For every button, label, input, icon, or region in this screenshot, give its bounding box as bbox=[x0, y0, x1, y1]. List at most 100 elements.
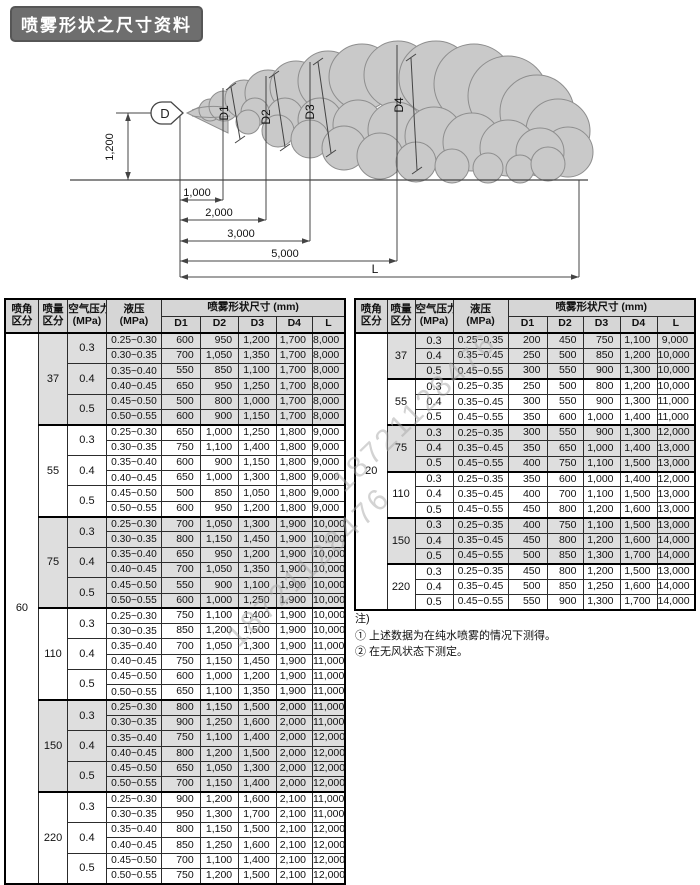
size-cell-d3: 1,450 bbox=[238, 531, 277, 548]
size-cell-d4: 1,700 bbox=[275, 378, 314, 395]
size-cell-d2: 650 bbox=[546, 440, 584, 457]
size-cell-l: 14,000 bbox=[656, 547, 696, 565]
air-pressure-cell: 0.4 bbox=[67, 638, 107, 671]
notes: 注) ① 上述数据为在纯水喷雾的情况下测得。 ② 在无风状态下测定。 bbox=[355, 611, 556, 661]
size-cell-d4: 1,800 bbox=[275, 423, 314, 441]
liquid-pressure-cell: 0.45~0.55 bbox=[452, 409, 509, 426]
liquid-pressure-cell: 0.50~0.55 bbox=[105, 684, 163, 701]
size-cell-d1: 450 bbox=[507, 532, 548, 549]
liquid-pressure-cell: 0.25~0.30 bbox=[105, 423, 163, 441]
size-cell-d4: 1,900 bbox=[275, 531, 314, 548]
air-pressure-cell: 0.3 bbox=[67, 607, 107, 640]
size-cell-l: 11,000 bbox=[312, 806, 346, 824]
size-cell-l: 11,000 bbox=[312, 790, 346, 808]
size-cell-d1: 600 bbox=[161, 592, 201, 609]
table-struct: 60 37 0.3 0.25~0.30 600 950 1,200 1,700 8,000 bbox=[4, 331, 346, 885]
liquid-pressure-cell: 0.45~0.55 bbox=[452, 594, 509, 611]
size-cell-d2: 600 bbox=[546, 409, 584, 426]
dim-L-label: L bbox=[372, 262, 379, 276]
size-cell-l: 10,000 bbox=[312, 515, 346, 533]
size-cell-d4: 2,000 bbox=[275, 714, 314, 732]
size-cell-d1: 650 bbox=[161, 378, 201, 395]
size-cell-l: 11,000 bbox=[312, 699, 346, 716]
size-cell-d4: 1,400 bbox=[619, 409, 658, 426]
air-pressure-cell: 0.3 bbox=[67, 515, 107, 548]
liquid-pressure-cell: 0.35~0.40 bbox=[105, 638, 163, 655]
header-cell: D3 bbox=[238, 315, 277, 334]
liquid-pressure-cell: 0.40~0.45 bbox=[105, 653, 163, 671]
size-cell-d3: 1,100 bbox=[582, 455, 621, 473]
liquid-pressure-cell: 0.35~0.45 bbox=[452, 440, 509, 457]
size-cell-d3: 1,100 bbox=[238, 363, 277, 380]
size-cell-d2: 1,000 bbox=[199, 423, 240, 441]
liquid-pressure-cell: 0.40~0.45 bbox=[105, 837, 163, 854]
dimension-arrows bbox=[125, 113, 579, 280]
header-cell: 喷雾形状尺寸 (mm) bbox=[507, 298, 696, 317]
size-cell-d3: 1,200 bbox=[238, 331, 277, 349]
liquid-pressure-cell: 0.25~0.35 bbox=[452, 516, 509, 534]
size-cell-d4: 2,100 bbox=[275, 852, 314, 869]
size-cell-d1: 650 bbox=[161, 760, 201, 778]
size-cell-l: 14,000 bbox=[656, 594, 696, 611]
spray-diagram: D 1,000 2,000 3,000 5,000 L 1,200 D1 D2 … bbox=[70, 40, 594, 280]
liquid-pressure-cell: 0.40~0.45 bbox=[105, 378, 163, 395]
table-struct: 55 0.3 0.25~0.30 650 1,000 1,250 1,800 9,000 bbox=[5, 423, 346, 518]
air-pressure-cell: 0.5 bbox=[414, 363, 454, 380]
volume-cell: 55 bbox=[37, 423, 69, 518]
size-cell-d2: 1,050 bbox=[199, 638, 240, 655]
spray-size-table-60: 喷角 区分 喷量 区分 空气压力 (MPa) 液压 (MPa) 喷雾形状尺寸 (mm) D1 D2 D… bbox=[4, 298, 346, 885]
size-cell-d4: 1,800 bbox=[275, 454, 314, 472]
size-cell-l: 10,000 bbox=[312, 577, 346, 594]
size-cell-d2: 800 bbox=[199, 393, 240, 410]
size-cell-d1: 250 bbox=[507, 347, 548, 365]
size-cell-d4: 1,500 bbox=[619, 562, 658, 580]
size-cell-d3: 800 bbox=[582, 378, 621, 396]
size-cell-d1: 750 bbox=[161, 867, 201, 885]
air-pressure-cell: 0.3 bbox=[67, 423, 107, 456]
size-cell-d2: 950 bbox=[199, 378, 240, 395]
size-cell-d2: 1,050 bbox=[199, 515, 240, 533]
table-struct: 20 37 0.3 0.25~0.35 200 450 750 1,100 9,000 0.4 0.… bbox=[354, 331, 696, 611]
size-cell-d4: 1,200 bbox=[619, 347, 658, 365]
size-cell-d3: 1,250 bbox=[238, 423, 277, 441]
size-cell-d1: 550 bbox=[161, 363, 201, 380]
air-pressure-cell: 0.4 bbox=[67, 822, 107, 854]
liquid-pressure-cell: 0.35~0.45 bbox=[452, 347, 509, 365]
size-cell-d2: 850 bbox=[199, 485, 240, 502]
header-cell: D1 bbox=[161, 315, 201, 334]
size-cell-d1: 350 bbox=[507, 470, 548, 488]
volume-cell: 150 bbox=[37, 699, 69, 793]
size-cell-d3: 1,300 bbox=[238, 638, 277, 655]
size-cell-d2: 1,100 bbox=[199, 607, 240, 625]
air-pressure-cell: 0.3 bbox=[414, 516, 454, 534]
size-cell-d3: 1,300 bbox=[582, 547, 621, 565]
size-cell-d3: 1,500 bbox=[238, 821, 277, 839]
size-cell-d3: 900 bbox=[582, 394, 621, 411]
liquid-pressure-cell: 0.50~0.55 bbox=[105, 776, 163, 793]
size-cell-d3: 1,200 bbox=[582, 562, 621, 580]
table-struct: 0.50~0.55 650 1,100 1,350 1,900 11,000 bbox=[5, 684, 346, 701]
size-cell-d4: 1,600 bbox=[619, 578, 658, 596]
size-cell-d3: 1,000 bbox=[582, 470, 621, 488]
size-cell-d4: 1,600 bbox=[619, 532, 658, 549]
size-cell-d3: 1,150 bbox=[238, 408, 277, 426]
nozzle-label: D bbox=[160, 106, 169, 121]
volume-cell: 220 bbox=[386, 562, 416, 611]
table-struct: D1 D2 D3 D4 L bbox=[5, 315, 346, 334]
liquid-pressure-cell: 0.35~0.45 bbox=[452, 532, 509, 549]
size-cell-d4: 2,000 bbox=[275, 730, 314, 747]
air-pressure-cell: 0.4 bbox=[414, 440, 454, 457]
size-cell-d4: 1,900 bbox=[275, 546, 314, 563]
size-cell-l: 8,000 bbox=[312, 331, 346, 349]
size-cell-d2: 1,200 bbox=[199, 790, 240, 808]
table-struct: 75 0.3 0.25~0.35 300 550 900 1,300 12,000 bbox=[355, 424, 696, 473]
table-struct: 55 0.3 0.25~0.35 250 500 800 1,200 10,000 bbox=[355, 378, 696, 426]
size-cell-d1: 700 bbox=[161, 561, 201, 579]
size-cell-l: 8,000 bbox=[312, 363, 346, 380]
size-cell-d1: 500 bbox=[161, 393, 201, 410]
size-cell-d2: 1,100 bbox=[199, 730, 240, 747]
size-cell-d1: 900 bbox=[161, 714, 201, 732]
